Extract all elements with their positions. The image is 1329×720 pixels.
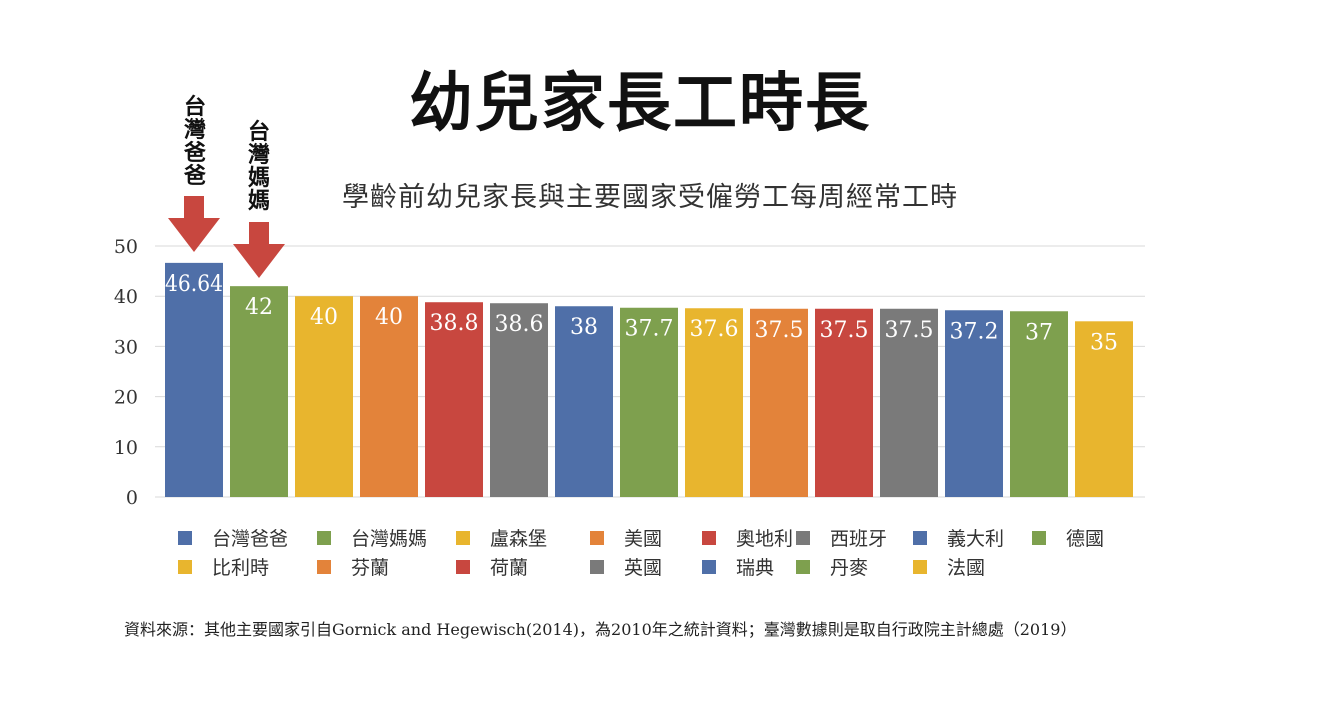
data-label: 38.6 (495, 312, 544, 337)
legend-label: 芬蘭 (351, 557, 389, 579)
data-label: 46.64 (165, 272, 223, 297)
data-label: 40 (375, 305, 403, 330)
legend-swatch (456, 531, 470, 545)
data-label: 35 (1090, 330, 1118, 355)
bar (360, 296, 418, 497)
bar (750, 308, 808, 497)
data-label: 37.7 (625, 317, 674, 342)
legend-label: 丹麥 (830, 557, 868, 579)
callout-label-taiwan-mom: 台灣媽媽 (247, 120, 270, 214)
legend-swatch (590, 531, 604, 545)
callout-arrows (168, 196, 285, 278)
bar (620, 307, 678, 497)
legend-swatch (796, 560, 810, 574)
data-label: 40 (310, 305, 338, 330)
data-label: 38 (570, 315, 598, 340)
legend-swatch (317, 531, 331, 545)
data-label: 37.2 (950, 319, 999, 344)
bars: 46.64 42 40 40 38.8 38.6 38 37.7 37.6 37.5 37.5 37.… (165, 262, 1133, 497)
legend-swatch (178, 560, 192, 574)
bar (685, 308, 743, 497)
bar (945, 310, 1003, 497)
y-tick-label: 20 (114, 387, 138, 409)
bar (490, 303, 548, 497)
y-tick-label: 30 (114, 336, 138, 358)
legend-label: 德國 (1066, 528, 1104, 550)
legend-swatch (590, 560, 604, 574)
bar (555, 306, 613, 497)
data-label: 42 (245, 295, 273, 320)
legend-swatch (178, 531, 192, 545)
y-tick-label: 50 (114, 236, 138, 258)
bar (230, 286, 288, 497)
bar (880, 308, 938, 497)
legend-label: 法國 (947, 557, 985, 579)
data-label: 38.8 (430, 311, 479, 336)
y-tick-label: 0 (126, 487, 138, 509)
legend-swatch (796, 531, 810, 545)
legend-label: 西班牙 (830, 528, 887, 550)
callout-label-taiwan-dad: 台灣爸爸 (183, 95, 206, 189)
arrow-down-icon-dad (168, 196, 220, 252)
source-note: 資料來源：其他主要國家引自Gornick and Hegewisch(2014)… (124, 620, 1077, 639)
legend-label: 義大利 (947, 528, 1004, 550)
legend-label: 盧森堡 (490, 528, 547, 550)
legend-swatch (702, 531, 716, 545)
bar (815, 308, 873, 497)
bar (1075, 321, 1133, 497)
data-label: 37.5 (755, 318, 804, 343)
bar (425, 302, 483, 497)
legend-label: 台灣媽媽 (351, 528, 427, 550)
bar (295, 296, 353, 497)
y-tick-label: 10 (114, 437, 138, 459)
data-label: 37.6 (690, 317, 739, 342)
chart-title: 學齡前幼兒家長與主要國家受僱勞工每周經常工時 (342, 182, 958, 213)
legend-label: 荷蘭 (490, 557, 528, 579)
data-label: 37.5 (885, 318, 934, 343)
bar (165, 262, 223, 497)
legend-swatch (1032, 531, 1046, 545)
legend-swatch (317, 560, 331, 574)
bar (1010, 311, 1068, 497)
legend-label: 比利時 (212, 557, 269, 579)
data-label: 37 (1025, 320, 1053, 345)
legend-swatch (456, 560, 470, 574)
legend-swatch (702, 560, 716, 574)
arrow-down-icon-mom (233, 222, 285, 278)
y-tick-label: 40 (114, 286, 138, 308)
legend-swatch (913, 531, 927, 545)
legend-label: 瑞典 (736, 557, 774, 579)
legend-label: 台灣爸爸 (212, 528, 288, 550)
main-title: 幼兒家長工時長 (409, 67, 871, 141)
bar-chart: 學齡前幼兒家長與主要國家受僱勞工每周經常工時 0 10 20 30 40 50 46.64… (114, 182, 1145, 579)
data-label: 37.5 (820, 318, 869, 343)
legend-label: 奧地利 (736, 528, 793, 550)
legend-label: 英國 (624, 557, 662, 579)
legend-label: 美國 (624, 528, 662, 550)
legend-swatch (913, 560, 927, 574)
